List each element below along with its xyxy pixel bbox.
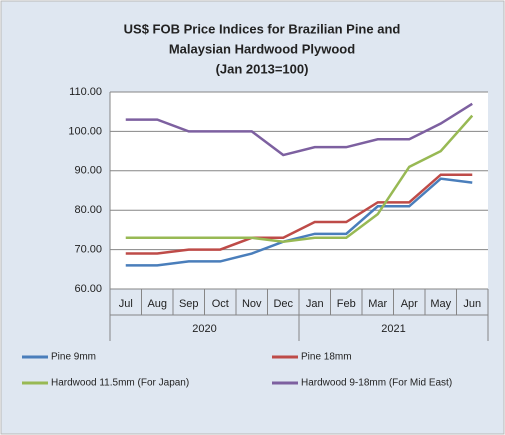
x-tick-label: Jun <box>463 298 481 310</box>
plot-area <box>110 92 488 289</box>
y-tick-label: 110.00 <box>69 86 102 98</box>
x-tick-label: Oct <box>212 298 229 310</box>
legend-label: Hardwood 9-18mm (For Mid East) <box>301 378 452 389</box>
series-line <box>125 173 473 255</box>
chart-title: Malaysian Hardwood Plywood <box>169 41 355 56</box>
x-tick-label: Sep <box>179 298 199 310</box>
x-tick-label: May <box>430 298 451 310</box>
legend-label: Hardwood 11.5mm (For Japan) <box>51 378 189 389</box>
x-tick-label: Feb <box>337 298 356 310</box>
x-tick-label: Jul <box>119 298 133 310</box>
y-tick-label: 90.00 <box>74 165 102 177</box>
series-line <box>125 102 473 157</box>
series-line <box>125 114 474 243</box>
y-tick-label: 60.00 <box>74 283 102 295</box>
chart-title: (Jan 2013=100) <box>216 61 309 76</box>
x-tick-label: Aug <box>147 298 167 310</box>
legend-label: Pine 18mm <box>301 352 352 363</box>
x-tick-label: Mar <box>368 298 387 310</box>
x-group-label: 2021 <box>381 323 405 335</box>
x-tick-label: Apr <box>401 298 418 310</box>
x-tick-label: Nov <box>242 298 262 310</box>
x-group-label: 2020 <box>192 323 216 335</box>
legend-label: Pine 9mm <box>51 352 96 363</box>
y-tick-label: 100.00 <box>68 125 102 137</box>
y-tick-label: 80.00 <box>74 204 102 216</box>
x-tick-label: Jan <box>306 298 324 310</box>
chart-title: US$ FOB Price Indices for Brazilian Pine… <box>124 21 401 36</box>
y-tick-label: 70.00 <box>74 244 102 256</box>
series-line <box>125 177 473 267</box>
x-tick-label: Dec <box>273 298 293 310</box>
